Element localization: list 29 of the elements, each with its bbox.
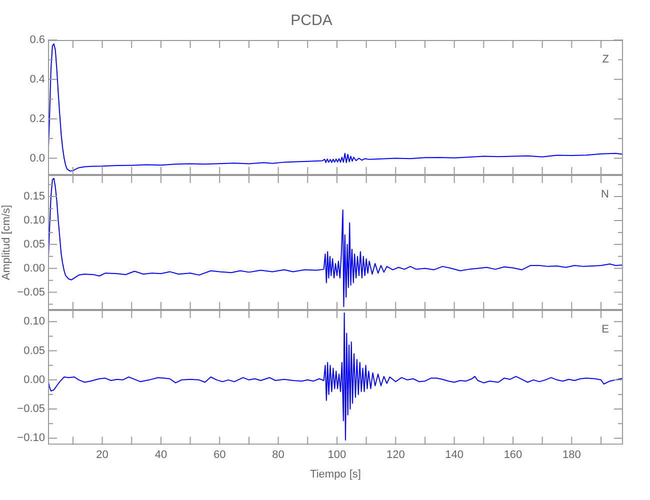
x-tick-label: 80 [272, 449, 284, 462]
x-tick-label: 20 [96, 449, 108, 462]
y-tick-label: 0.05 [24, 238, 45, 250]
x-tick-label: 40 [154, 449, 168, 462]
annotation: N [601, 188, 610, 201]
y-tick-label: 0.6 [30, 34, 45, 46]
x-tick-label: 140 [445, 449, 464, 462]
y-tick-label: 0.10 [24, 214, 45, 227]
x-tick-label: 180 [562, 449, 581, 462]
y-tick-label: 0.05 [24, 344, 45, 357]
y-tick-label: 0.4 [30, 73, 45, 86]
chart-title: PCDA [290, 12, 332, 30]
y-axis-title: Amplitud [cm/s] [0, 204, 13, 280]
y-tick-label: −0.05 [17, 403, 45, 416]
x-tick-label: 160 [504, 449, 522, 462]
x-tick-label: 120 [386, 449, 405, 462]
x-tick-label: 100 [328, 449, 346, 462]
y-tick-label: −0.10 [17, 432, 45, 444]
y-tick-label: 0.00 [24, 374, 45, 386]
annotation: E [602, 324, 609, 336]
x-axis-title: Tiempo [s] [310, 468, 361, 480]
annotation: Z [602, 54, 610, 66]
y-tick-label: 0.2 [30, 112, 45, 125]
y-tick-label: 0.15 [24, 190, 45, 203]
y-tick-label: 0.10 [24, 316, 45, 328]
x-tick-label: 60 [213, 449, 226, 462]
y-tick-label: −0.05 [17, 286, 45, 298]
y-tick-label: 0.0 [30, 152, 45, 164]
y-tick-label: 0.00 [24, 262, 45, 274]
